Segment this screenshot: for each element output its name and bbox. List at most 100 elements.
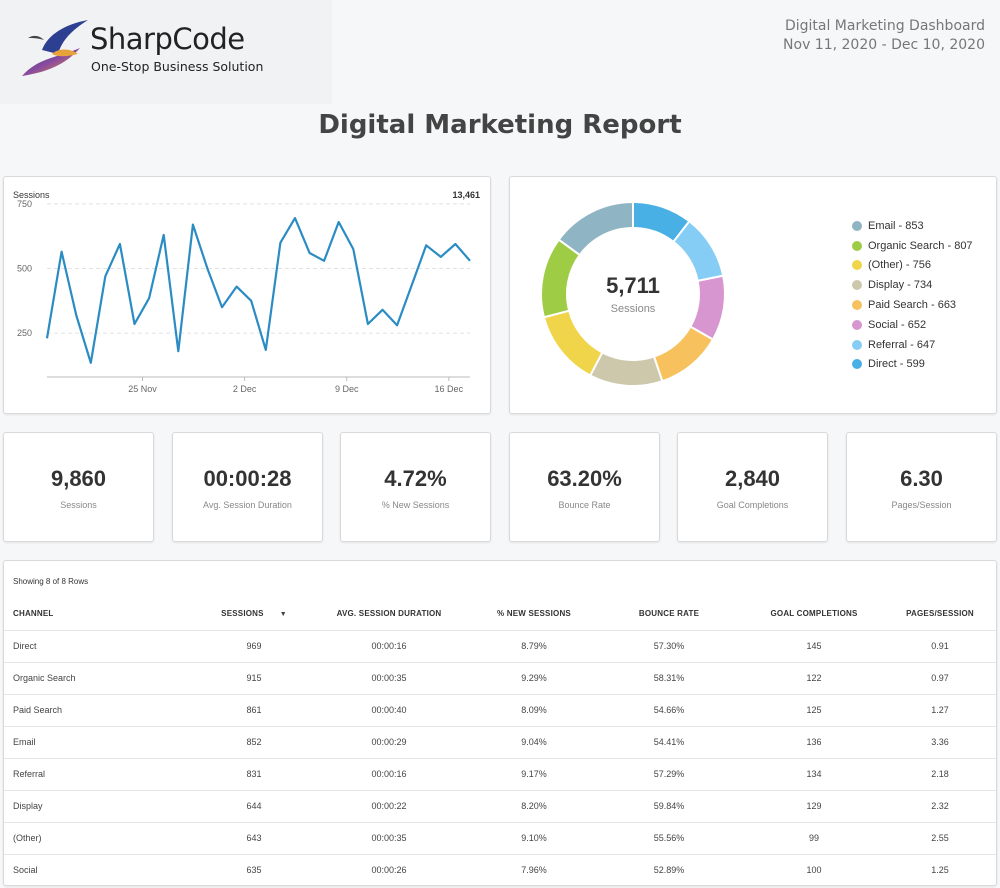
table-cell: 643: [204, 821, 304, 854]
table-cell: 55.56%: [594, 821, 744, 854]
kpi-label: Avg. Session Duration: [203, 500, 292, 510]
table-cell: 122: [744, 661, 884, 694]
table-cell: 52.89%: [594, 853, 744, 886]
legend-swatch: [852, 300, 862, 311]
x-tick-label: 2 Dec: [233, 384, 257, 394]
table-cell: Social: [4, 853, 204, 886]
table-row: Paid Search 861 00:00:40 8.09% 54.66% 125 1.27: [4, 693, 996, 726]
column-header-sessions[interactable]: SESSIONS ▼: [204, 598, 304, 630]
kpi-goal-completions: 2,840 Goal Completions: [677, 432, 828, 542]
table-cell: 635: [204, 853, 304, 886]
table-cell: 136: [744, 725, 884, 758]
legend-item: Social - 652: [852, 315, 973, 335]
kpi-label: Pages/Session: [891, 500, 952, 510]
table-cell: 0.91: [884, 629, 996, 662]
table-cell: 00:00:26: [304, 853, 474, 886]
x-tick-label: 9 Dec: [335, 384, 359, 394]
donut-slice-email: [557, 200, 634, 257]
table-cell: 8.20%: [474, 789, 594, 822]
legend-label: Paid Search - 663: [868, 299, 957, 312]
table-cell: 54.41%: [594, 725, 744, 758]
sessions-line-chart-card: Sessions 13,461 250 500 750 25 Nov 2 Dec 9 De…: [3, 176, 491, 414]
column-header-channel[interactable]: CHANNEL: [13, 609, 54, 619]
table-cell: 9.04%: [474, 725, 594, 758]
table-cell: 145: [744, 629, 884, 662]
table-cell: 00:00:22: [304, 789, 474, 822]
y-tick-label: 250: [17, 328, 32, 338]
kpi-label: Bounce Rate: [558, 500, 611, 510]
sessions-series-line: [45, 216, 471, 364]
kpi-value: 9,860: [50, 466, 107, 491]
kpi-label: Sessions: [60, 500, 97, 510]
table-cell: 57.30%: [594, 629, 744, 662]
column-header-pages-per-session[interactable]: PAGES/SESSION: [906, 609, 974, 619]
column-header-bounce-rate[interactable]: BOUNCE RATE: [638, 609, 700, 619]
kpi-new-sessions: 4.72% % New Sessions: [340, 432, 491, 542]
table-cell: Display: [4, 789, 204, 822]
table-cell: 3.36: [884, 725, 996, 758]
table-cell: Referral: [4, 757, 204, 790]
table-row: Display 644 00:00:22 8.20% 59.84% 129 2.32: [4, 789, 996, 822]
legend-label: Email - 853: [868, 219, 924, 232]
kpi-pages-per-session: 6.30 Pages/Session: [846, 432, 997, 542]
table-cell: 129: [744, 789, 884, 822]
table-row: Email 852 00:00:29 9.04% 54.41% 136 3.36: [4, 725, 996, 758]
legend-swatch: [852, 240, 862, 251]
legend-swatch: [852, 359, 862, 370]
table-cell: 00:00:35: [304, 661, 474, 694]
y-tick-label: 500: [17, 264, 32, 274]
kpi-value: 00:00:28: [203, 466, 292, 491]
table-cell: 57.29%: [594, 757, 744, 790]
column-header-label: SESSIONS: [221, 609, 264, 619]
channel-table-card: Showing 8 of 8 Rows CHANNEL SESSIONS ▼ AV…: [3, 560, 997, 886]
table-cell: 00:00:16: [304, 757, 474, 790]
column-header-new-sessions[interactable]: % NEW SESSIONS: [497, 609, 571, 619]
table-cell: 54.66%: [594, 693, 744, 726]
kpi-value: 2,840: [724, 466, 781, 491]
sessions-line-chart: 250 500 750 25 Nov 2 Dec 9 Dec 16 Dec: [17, 199, 471, 394]
column-header-avg-session-duration[interactable]: AVG. SESSION DURATION: [336, 609, 442, 619]
legend-swatch: [852, 319, 862, 330]
table-body: Direct 969 00:00:16 8.79% 57.30% 145 0.91 Organ…: [4, 629, 996, 886]
legend-label: Referral - 647: [868, 338, 936, 351]
donut-center-value: 5,711: [606, 273, 660, 298]
legend-item: Display - 734: [852, 275, 973, 295]
sort-desc-icon[interactable]: ▼: [279, 611, 287, 619]
table-cell: 59.84%: [594, 789, 744, 822]
table-cell: 00:00:16: [304, 629, 474, 662]
channel-donut-chart: [540, 200, 726, 387]
table-cell: (Other): [4, 821, 204, 854]
legend-swatch: [852, 339, 862, 350]
donut-slice-display: [588, 351, 664, 387]
bird-logo-icon: [22, 20, 88, 76]
table-cell: 1.27: [884, 693, 996, 726]
logo-name: SharpCode: [90, 22, 245, 56]
table-cell: Direct: [4, 629, 204, 662]
table-cell: 125: [744, 693, 884, 726]
header: SharpCode One-Stop Business Solution Dig…: [0, 0, 1000, 104]
donut-slice-paid-search: [652, 325, 715, 383]
table-cell: 9.17%: [474, 757, 594, 790]
x-tick-label: 16 Dec: [435, 384, 464, 394]
table-cell: 8.09%: [474, 693, 594, 726]
date-range: Nov 11, 2020 - Dec 10, 2020: [783, 37, 985, 53]
table-row: Organic Search 915 00:00:35 9.29% 58.31% 122 0…: [4, 661, 996, 694]
kpi-value: 6.30: [900, 466, 943, 491]
page-title: Digital Marketing Report: [318, 110, 682, 140]
kpi-bounce-rate: 63.20% Bounce Rate: [509, 432, 660, 542]
chart-title: Sessions: [13, 190, 50, 200]
legend-label: Organic Search - 807: [868, 239, 973, 252]
donut-slice-other: [542, 309, 604, 377]
legend-item: Paid Search - 663: [852, 295, 973, 315]
table-cell: 2.55: [884, 821, 996, 854]
table-cell: 00:00:35: [304, 821, 474, 854]
column-header-goal-completions[interactable]: GOAL COMPLETIONS: [770, 609, 858, 619]
kpi-label: % New Sessions: [381, 500, 450, 510]
table-cell: 2.32: [884, 789, 996, 822]
table-cell: 1.25: [884, 853, 996, 886]
legend-item: (Other) - 756: [852, 256, 973, 276]
legend-label: Social - 652: [868, 318, 927, 331]
table-cell: Organic Search: [4, 661, 204, 694]
logo-tagline: One-Stop Business Solution: [91, 59, 264, 74]
dashboard-title: Digital Marketing Dashboard: [784, 18, 985, 34]
